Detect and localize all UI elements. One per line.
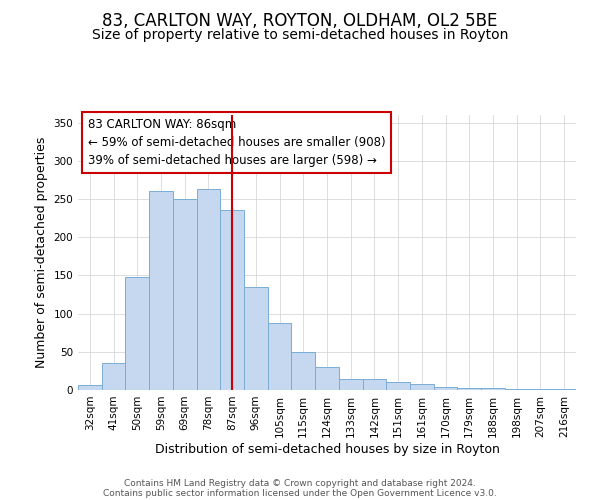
Bar <box>78 386 102 390</box>
Bar <box>362 380 386 390</box>
Text: 83, CARLTON WAY, ROYTON, OLDHAM, OL2 5BE: 83, CARLTON WAY, ROYTON, OLDHAM, OL2 5BE <box>103 12 497 30</box>
Bar <box>220 210 244 390</box>
Bar <box>197 189 220 390</box>
Bar <box>410 384 434 390</box>
Bar <box>339 378 362 390</box>
Text: Size of property relative to semi-detached houses in Royton: Size of property relative to semi-detach… <box>92 28 508 42</box>
Bar <box>386 382 410 390</box>
Text: Contains HM Land Registry data © Crown copyright and database right 2024.: Contains HM Land Registry data © Crown c… <box>124 478 476 488</box>
Bar <box>529 389 552 390</box>
Text: 83 CARLTON WAY: 86sqm
← 59% of semi-detached houses are smaller (908)
39% of sem: 83 CARLTON WAY: 86sqm ← 59% of semi-deta… <box>88 118 386 167</box>
X-axis label: Distribution of semi-detached houses by size in Royton: Distribution of semi-detached houses by … <box>155 442 499 456</box>
Bar <box>125 277 149 390</box>
Bar <box>244 287 268 390</box>
Bar <box>552 389 576 390</box>
Bar <box>457 388 481 390</box>
Bar <box>481 388 505 390</box>
Bar <box>434 387 457 390</box>
Text: Contains public sector information licensed under the Open Government Licence v3: Contains public sector information licen… <box>103 488 497 498</box>
Bar <box>292 352 315 390</box>
Bar <box>268 323 292 390</box>
Bar <box>315 367 339 390</box>
Y-axis label: Number of semi-detached properties: Number of semi-detached properties <box>35 137 48 368</box>
Bar <box>102 364 125 390</box>
Bar <box>173 199 197 390</box>
Bar <box>149 190 173 390</box>
Bar <box>505 389 529 390</box>
